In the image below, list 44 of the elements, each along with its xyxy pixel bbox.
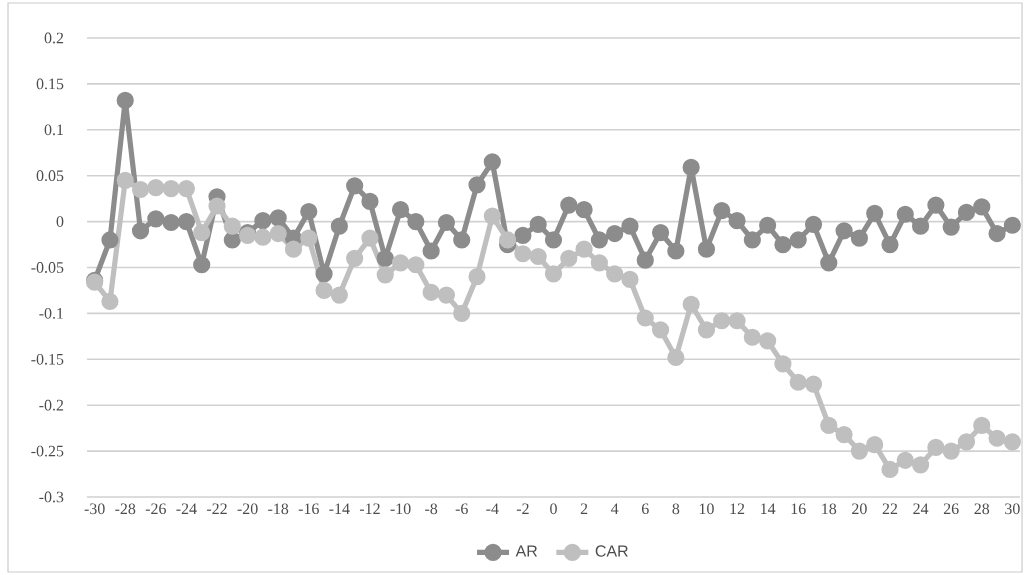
y-tick-label: -0.1 bbox=[39, 308, 63, 319]
y-tick-label: 0.2 bbox=[44, 32, 64, 44]
y-tick-label: -0.05 bbox=[31, 262, 64, 273]
x-tick-label: 22 bbox=[882, 503, 898, 514]
x-tick-label: -22 bbox=[206, 503, 227, 514]
x-tick-label: -28 bbox=[115, 503, 136, 515]
x-tick-label: 6 bbox=[641, 503, 649, 515]
x-tick-label: 26 bbox=[943, 503, 959, 515]
x-tick-label: -6 bbox=[455, 503, 468, 515]
x-tick-label: 2 bbox=[580, 503, 588, 514]
y-tick-label: -0.3 bbox=[39, 491, 64, 503]
x-tick-label: -8 bbox=[425, 503, 438, 515]
x-tick-label: 16 bbox=[791, 503, 806, 515]
y-tick-label: 0.1 bbox=[44, 124, 63, 136]
y-tick-label: 0.05 bbox=[36, 170, 64, 182]
x-tick-label: -20 bbox=[237, 503, 258, 515]
x-tick-label: -18 bbox=[268, 503, 289, 515]
x-tick-label: -30 bbox=[84, 503, 105, 515]
x-tick-label: 18 bbox=[822, 503, 837, 515]
y-tick-label: -0.15 bbox=[31, 353, 64, 365]
x-tick-label: 10 bbox=[699, 503, 714, 515]
x-tick-label: -2 bbox=[516, 503, 529, 514]
x-tick-label: 4 bbox=[611, 503, 619, 514]
x-tick-label: 28 bbox=[974, 503, 990, 515]
x-tick-label: -16 bbox=[298, 503, 319, 515]
x-tick-label: 20 bbox=[852, 503, 867, 515]
x-tick-label: -24 bbox=[176, 503, 197, 514]
x-tick-label: 8 bbox=[672, 503, 680, 515]
x-tick-label: -14 bbox=[329, 503, 350, 514]
x-tick-label: -26 bbox=[145, 503, 166, 515]
legend-label: AR bbox=[515, 545, 538, 557]
x-tick-label: 30 bbox=[1005, 503, 1020, 515]
x-tick-label: -10 bbox=[390, 503, 411, 515]
y-tick-label: 0 bbox=[56, 216, 64, 227]
x-tick-label: -4 bbox=[486, 503, 499, 514]
x-tick-label: 0 bbox=[550, 503, 557, 515]
x-tick-label: 12 bbox=[730, 503, 745, 514]
legend-label: CAR bbox=[595, 545, 628, 557]
y-tick-label: -0.25 bbox=[31, 445, 64, 457]
y-tick-label: 0.15 bbox=[36, 78, 64, 90]
x-tick-label: -12 bbox=[359, 503, 380, 514]
x-tick-label: 24 bbox=[913, 503, 929, 514]
x-tick-label: 14 bbox=[761, 503, 776, 514]
y-tick-label: -0.2 bbox=[39, 399, 64, 411]
